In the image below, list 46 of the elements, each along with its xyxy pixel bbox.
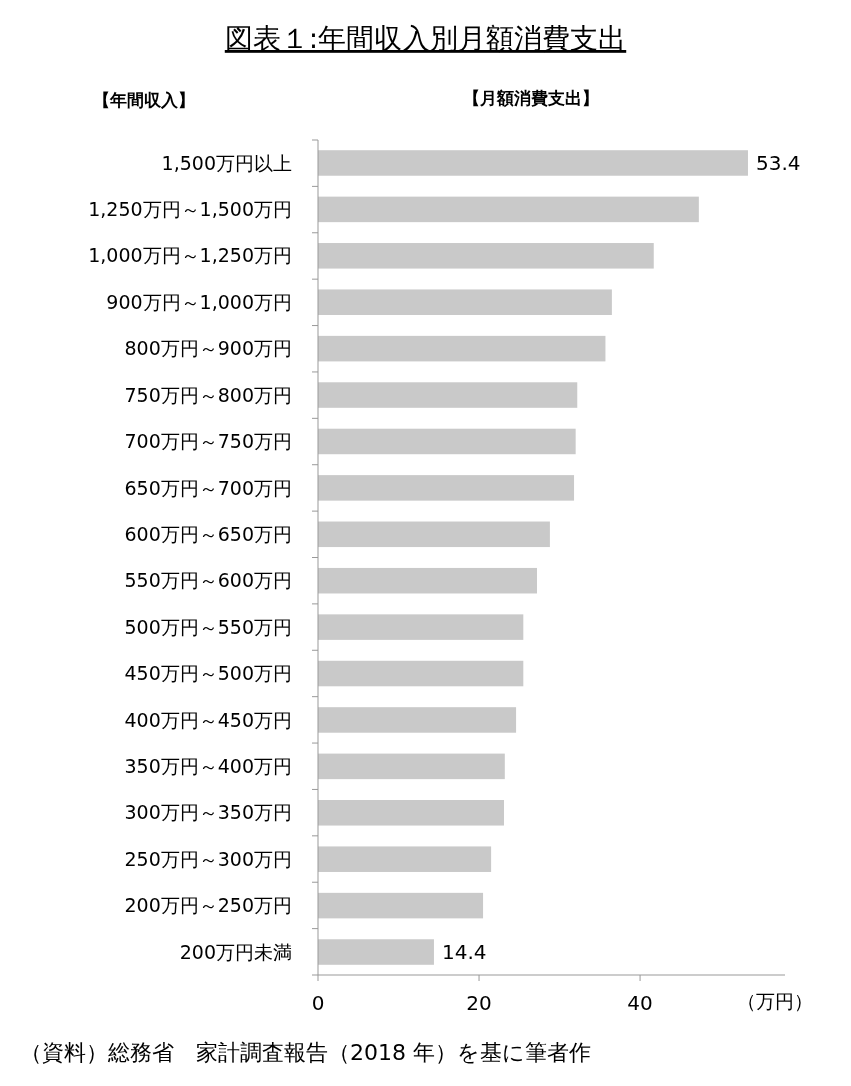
bar	[318, 614, 524, 640]
bar	[318, 567, 538, 594]
y-tick-label: 250万円～300万円	[124, 847, 292, 870]
bar	[318, 243, 654, 269]
y-tick-label: 650万円～700万円	[124, 476, 292, 499]
y-tick-label: 750万円～800万円	[124, 383, 292, 406]
y-tick-label: 200万円未満	[179, 940, 292, 963]
bar	[318, 475, 575, 501]
bar	[318, 800, 504, 826]
data-label: 14.4	[441, 940, 487, 965]
bar	[318, 846, 492, 872]
bar	[318, 428, 576, 455]
x-axis-title: （万円）	[737, 990, 813, 1012]
data-label: 53.4	[755, 150, 801, 175]
bar	[318, 660, 524, 687]
bar	[318, 521, 550, 548]
x-tick-label: 40	[627, 991, 653, 1015]
bar	[318, 289, 612, 315]
x-tick-label: 0	[311, 991, 325, 1015]
y-tick-label: 1,500万円以上	[161, 151, 292, 174]
bar	[318, 150, 748, 176]
y-tick-label: 300万円～350万円	[124, 801, 292, 824]
y-axis-title: 【年間収入】	[93, 90, 195, 110]
bar	[318, 707, 517, 733]
y-tick-label: 600万円～650万円	[124, 522, 292, 545]
bar	[318, 753, 505, 780]
y-tick-label: 500万円～550万円	[124, 615, 292, 638]
bar	[318, 196, 699, 223]
bar	[318, 335, 606, 362]
x-tick-label: 20	[466, 991, 492, 1015]
bar	[318, 382, 578, 408]
y-tick-label: 350万円～400万円	[124, 755, 292, 778]
bar	[318, 939, 434, 965]
chart-title: 図表１:年間収入別月額消費支出	[224, 22, 627, 55]
text: 【月額消費支出】	[463, 88, 599, 108]
y-tick-label: 1,250万円～1,500万円	[88, 198, 292, 221]
y-tick-label: 800万円～900万円	[124, 337, 292, 360]
bar	[318, 892, 484, 919]
text: （資料）総務省 家計調査報告（2018 年）を基に筆者作	[20, 1040, 591, 1065]
y-tick-label: 200万円～250万円	[124, 894, 292, 917]
y-tick-label: 400万円～450万円	[124, 708, 292, 731]
y-tick-label: 700万円～750万円	[124, 430, 292, 453]
y-tick-label: 1,000万円～1,250万円	[88, 244, 292, 267]
y-tick-label: 450万円～500万円	[124, 662, 292, 685]
y-tick-label: 550万円～600万円	[124, 569, 292, 592]
y-tick-label: 900万円～1,000万円	[106, 290, 292, 313]
